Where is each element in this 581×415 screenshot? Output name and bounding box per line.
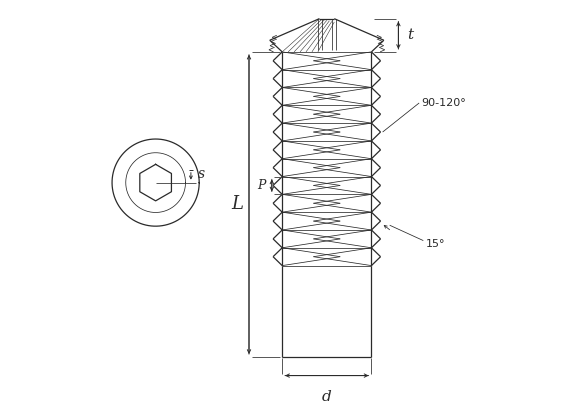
Text: L: L (231, 195, 243, 213)
Text: t: t (407, 28, 414, 42)
Text: d: d (322, 390, 332, 404)
Text: 15°: 15° (425, 239, 445, 249)
Text: 90-120°: 90-120° (421, 98, 466, 108)
Text: P: P (257, 179, 266, 192)
Text: s: s (198, 167, 205, 181)
